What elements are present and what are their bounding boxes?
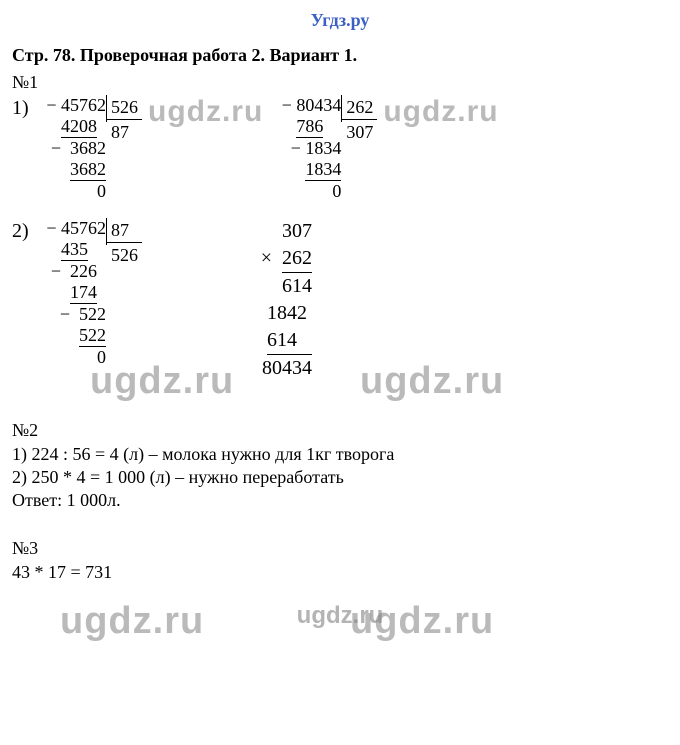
multiplication-check: 307 × 262 614 1842 614 80434 (232, 218, 312, 382)
step: 522 (79, 325, 106, 347)
divisor: 87 (107, 218, 142, 243)
partial: 614 (282, 275, 312, 297)
mult-a: 307 (282, 220, 312, 242)
page-title: Стр. 78. Проверочная работа 2. Вариант 1… (0, 31, 680, 70)
step: 786 (296, 116, 323, 138)
minus-sign: − (46, 95, 56, 115)
problem-2-label: №2 (0, 418, 680, 443)
problem-1-part-1: 1) − 45762 4208 − 3682 3682 0 526 87 ugd… (0, 95, 680, 202)
mult-b: 262 (282, 245, 312, 273)
problem-3-label: №3 (0, 536, 680, 561)
p2-answer: Ответ: 1 000л. (0, 489, 680, 512)
step: 1834 (305, 159, 341, 181)
dividend: 45762 (61, 95, 106, 115)
minus-sign: − (60, 304, 70, 324)
problem-1-part-2: 2) − 45762 435 − 226 174 − 522 522 0 87 … (0, 218, 680, 382)
site-header: Угдз.ру (0, 0, 680, 31)
watermark: ugdz.ru (148, 95, 263, 129)
problem-1-label: №1 (0, 70, 680, 95)
dividend: 80434 (296, 95, 341, 115)
dividend: 45762 (61, 218, 106, 238)
p2-line1: 1) 224 : 56 = 4 (л) – молока нужно для 1… (0, 443, 680, 466)
minus-sign: − (51, 138, 61, 158)
product: 80434 (262, 357, 312, 379)
step: 226 (70, 261, 97, 281)
step: 3682 (70, 159, 106, 181)
item-2-label: 2) (12, 218, 34, 382)
quotient: 307 (342, 120, 377, 144)
minus-sign: − (51, 261, 61, 281)
minus-sign: − (282, 95, 292, 115)
step: 435 (61, 239, 88, 261)
remainder: 0 (97, 347, 106, 367)
footer-watermark: ugdz.ru (0, 584, 680, 630)
quotient: 87 (107, 120, 142, 144)
item-1-label: 1) (12, 95, 34, 202)
quotient: 526 (107, 243, 142, 267)
remainder: 0 (332, 181, 341, 201)
step: 4208 (61, 116, 97, 138)
step: 3682 (70, 138, 106, 158)
p3-line1: 43 * 17 = 731 (0, 561, 680, 584)
step: 1834 (305, 138, 341, 158)
p2-line2: 2) 250 * 4 = 1 000 (л) – нужно переработ… (0, 466, 680, 489)
remainder: 0 (97, 181, 106, 201)
long-division-3: − 45762 435 − 226 174 − 522 522 0 87 526 (34, 218, 142, 382)
step: 522 (79, 304, 106, 324)
partial: 614 (267, 329, 297, 351)
watermark: ugdz.ru (377, 95, 498, 129)
divisor: 262 (342, 95, 377, 120)
minus-sign: − (46, 218, 56, 238)
step: 174 (70, 282, 97, 304)
partial: 1842 (267, 302, 307, 324)
divisor: 526 (107, 95, 142, 120)
times-sign: × (261, 247, 272, 269)
long-division-1: − 45762 4208 − 3682 3682 0 526 87 (34, 95, 142, 202)
long-division-2: − 80434 786 − 1834 1834 0 262 307 (269, 95, 377, 202)
minus-sign: − (291, 138, 301, 158)
